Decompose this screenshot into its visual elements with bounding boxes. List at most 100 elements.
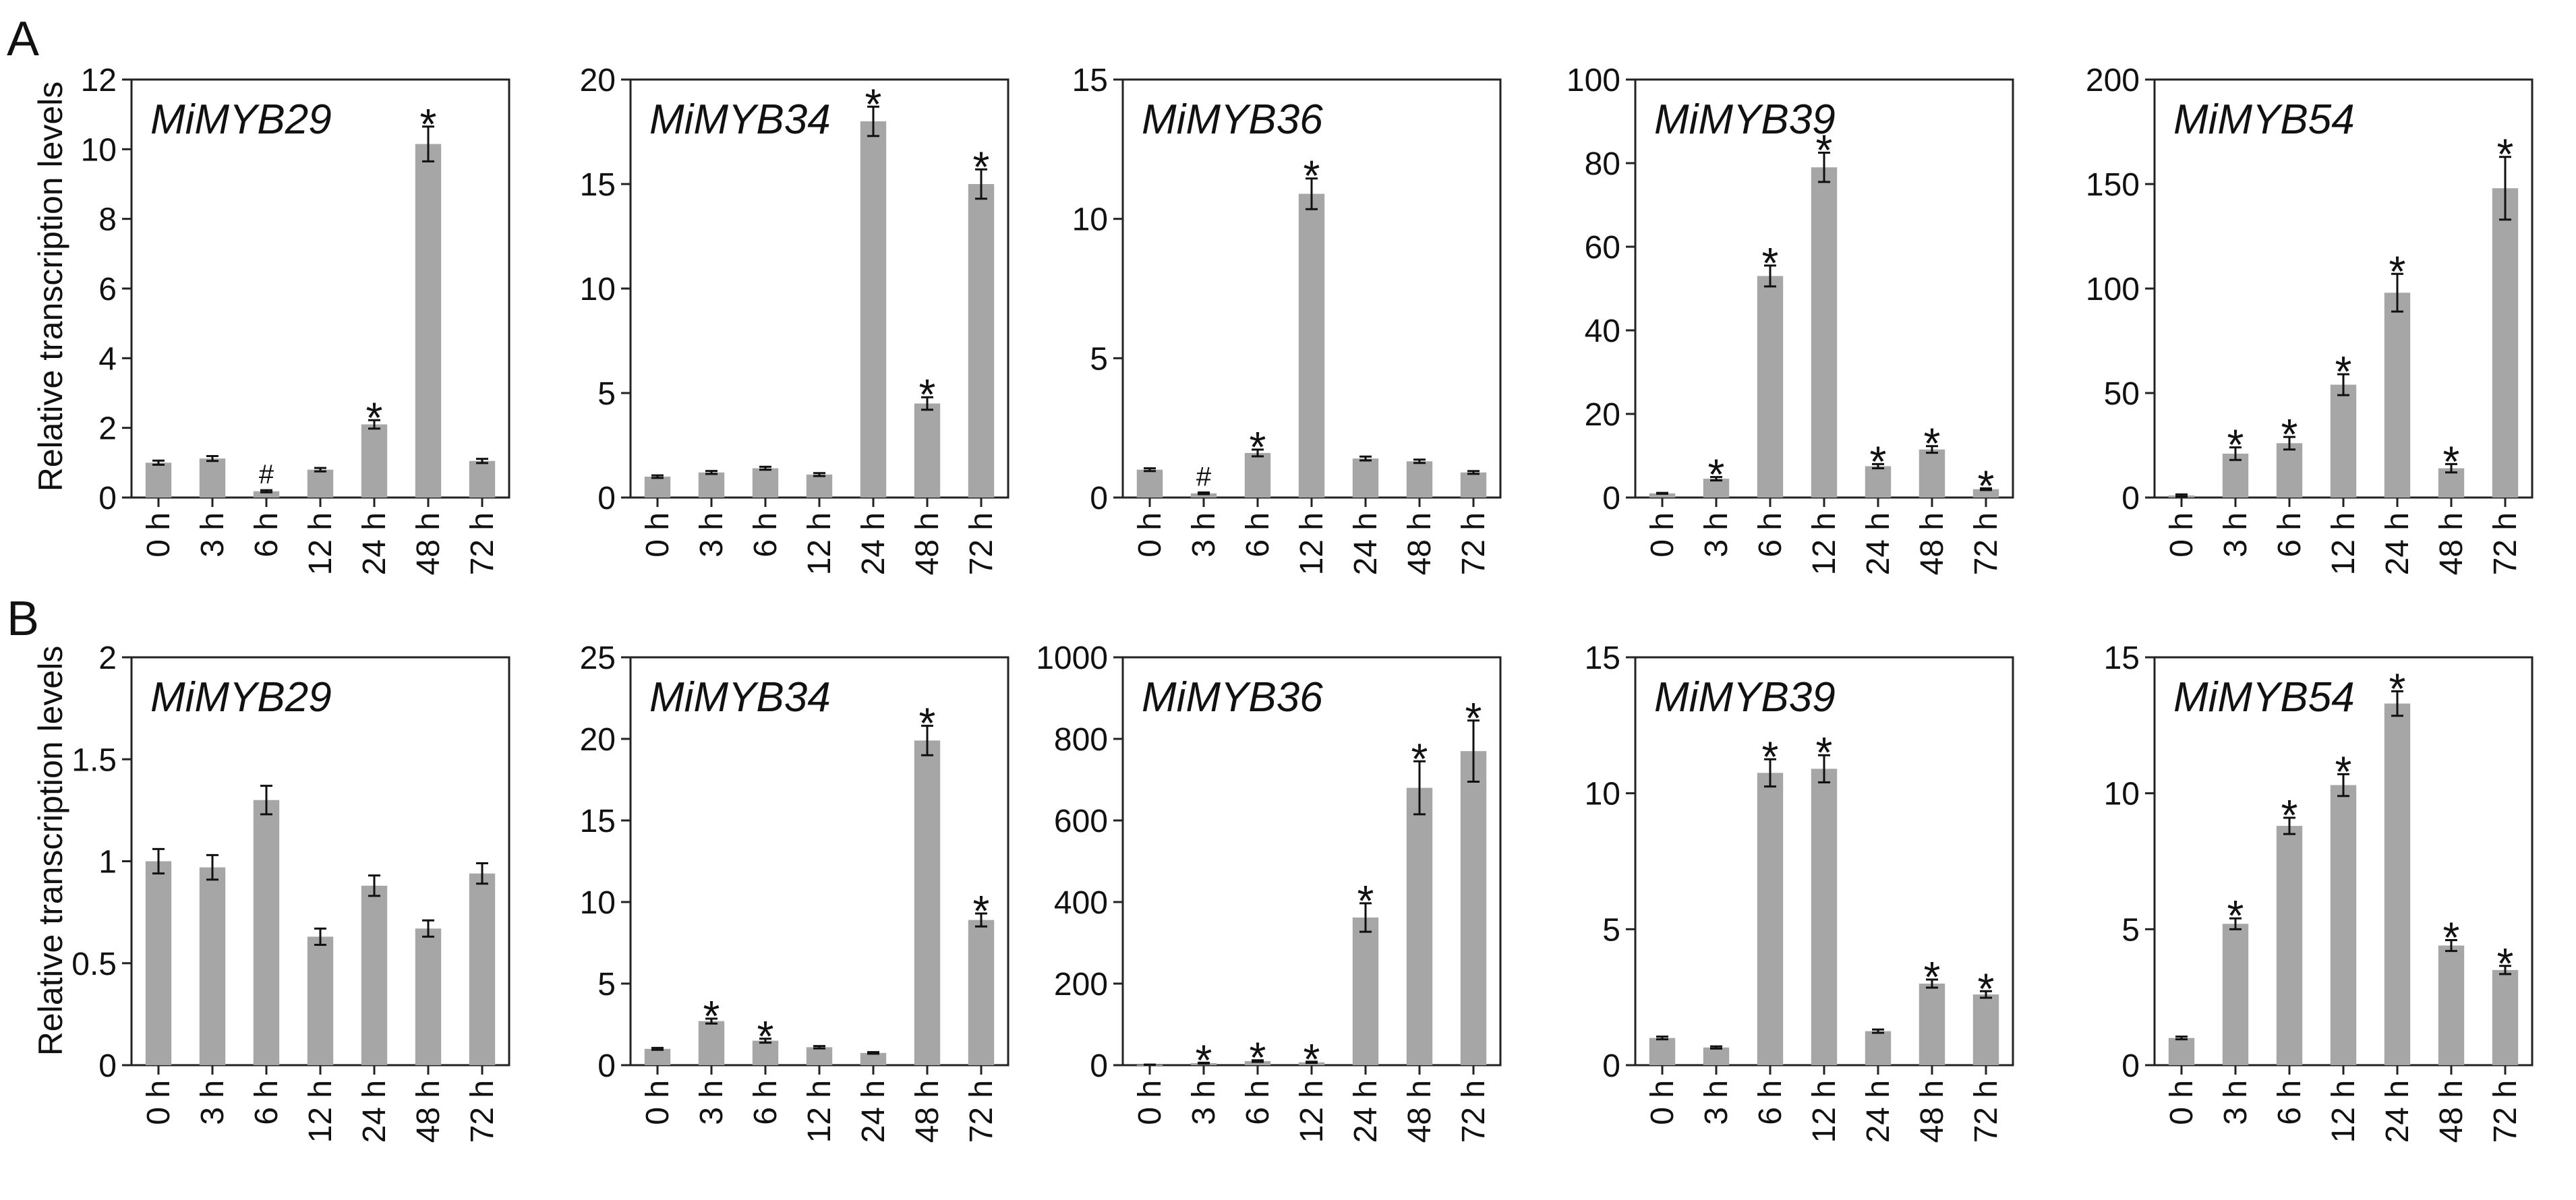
y-tick-label: 12 (81, 63, 117, 98)
x-tick-label: 24 h (2380, 1080, 2416, 1143)
bar (914, 403, 941, 498)
x-tick-label: 48 h (1402, 512, 1438, 575)
significance-mark: * (1816, 728, 1833, 777)
y-tick-label: 0 (2121, 1048, 2140, 1084)
significance-mark: * (2389, 664, 2406, 713)
significance-mark: * (366, 393, 383, 442)
x-tick-label: 3 h (2218, 512, 2254, 558)
x-tick-label: 48 h (1402, 1080, 1438, 1143)
x-tick-label: 48 h (2434, 1080, 2469, 1143)
bar (1136, 469, 1163, 498)
chart-title: MiMYB54 (2173, 674, 2355, 721)
y-tick-label: 10 (580, 885, 616, 921)
y-tick-label: 10 (81, 132, 117, 168)
chart-a-mimyb29: 0 2 4 6 8 10 12 0 h 3 h 6 h #12 h 24 h * 48 h * 72 h MiM… (81, 63, 510, 575)
x-tick-label: 72 h (964, 512, 999, 575)
bar (2384, 703, 2411, 1065)
bar (2330, 785, 2357, 1065)
chart-b-mimyb34: 0 5 10 15 20 25 0 h 3 h * 6 h * 12 h 24 h 48 h * 72 h * M… (580, 640, 1009, 1143)
bar (2438, 945, 2465, 1065)
chart-title: MiMYB34 (649, 96, 831, 143)
x-tick-label: 12 h (303, 512, 339, 575)
y-tick-label: 0 (1090, 1048, 1108, 1084)
y-tick-label: 5 (1090, 341, 1108, 377)
significance-mark: * (2335, 747, 2352, 796)
y-tick-label: 0 (597, 481, 616, 516)
x-tick-label: 0 h (1645, 512, 1680, 558)
y-tick-label: 0 (597, 1048, 616, 1084)
x-tick-label: 24 h (357, 1080, 392, 1143)
significance-mark: * (865, 80, 882, 128)
y-tick-label: 400 (1054, 885, 1108, 921)
bar (1649, 1038, 1676, 1065)
y-tick-label: 100 (2086, 272, 2140, 307)
bar (253, 800, 280, 1065)
x-tick-label: 72 h (1456, 512, 1492, 575)
bar (1811, 769, 1838, 1065)
x-tick-label: 12 h (1294, 512, 1330, 575)
bar (199, 458, 226, 498)
chart-a-mimyb34: 0 5 10 15 20 0 h 3 h 6 h 12 h 24 h * 48 h * 72 h * MiMY… (580, 63, 1009, 575)
y-tick-label: 25 (580, 640, 616, 676)
bar (1352, 458, 1379, 498)
significance-mark: * (1304, 152, 1320, 200)
y-tick-label: 15 (580, 167, 616, 203)
significance-mark: * (1708, 450, 1725, 499)
x-tick-label: 3 h (195, 1080, 231, 1125)
x-tick-label: 0 h (1132, 1080, 1168, 1125)
chart-title: MiMYB29 (150, 96, 332, 143)
significance-mark: * (2281, 410, 2298, 458)
bar (1919, 449, 1945, 498)
significance-mark: * (1196, 1036, 1212, 1084)
x-tick-label: 12 h (2326, 1080, 2362, 1143)
x-tick-label: 3 h (2218, 1080, 2254, 1125)
bar (752, 468, 779, 498)
significance-mark: * (2227, 891, 2244, 940)
significance-mark: * (919, 370, 936, 419)
y-tick-label: 40 (1585, 313, 1620, 349)
bar (806, 474, 833, 498)
panel-label-b: B (7, 592, 39, 646)
y-tick-label: 10 (1585, 777, 1620, 812)
y-tick-label: 0 (98, 1048, 117, 1084)
y-tick-label: 6 (98, 272, 117, 307)
bar (2492, 188, 2519, 498)
bar (860, 121, 887, 498)
x-tick-label: 12 h (303, 1080, 339, 1143)
bar (806, 1047, 833, 1065)
chart-title: MiMYB54 (2173, 96, 2355, 143)
x-tick-label: 72 h (1968, 1080, 2004, 1143)
significance-mark: # (1196, 462, 1212, 492)
x-tick-label: 24 h (1861, 512, 1896, 575)
x-tick-label: 72 h (964, 1080, 999, 1143)
y-tick-label: 5 (597, 376, 616, 412)
x-tick-label: 12 h (1807, 1080, 1842, 1143)
chart-title: MiMYB39 (1654, 674, 1836, 721)
y-tick-label: 1.5 (71, 742, 117, 778)
bar (1649, 493, 1676, 498)
y-tick-label: 15 (1585, 640, 1620, 676)
bar (968, 920, 995, 1065)
significance-mark: * (1978, 461, 1995, 510)
y-tick-label: 60 (1585, 230, 1620, 266)
significance-mark: * (1870, 437, 1887, 485)
chart-a-mimyb54: 0 50 100 150 200 0 h 3 h * 6 h * 12 h * 24 h * 48 h * 72… (2086, 63, 2534, 575)
significance-mark: * (2443, 913, 2460, 961)
bar (752, 1040, 779, 1065)
bar (2330, 384, 2357, 498)
y-axis-label-row-a: Relative transcription levels (32, 82, 69, 492)
x-tick-label: 6 h (1753, 1080, 1788, 1125)
x-tick-label: 12 h (1807, 512, 1842, 575)
y-axis-label-row-b: Relative transcription levels (32, 646, 69, 1056)
x-tick-label: 24 h (1861, 1080, 1896, 1143)
significance-mark: * (2281, 791, 2298, 839)
panel-label-a: A (7, 12, 39, 66)
bar (698, 472, 725, 498)
x-tick-label: 72 h (1456, 1080, 1492, 1143)
significance-mark: * (1924, 419, 1941, 468)
x-tick-label: 48 h (910, 512, 945, 575)
bar (1703, 1047, 1730, 1065)
bar (307, 469, 334, 498)
